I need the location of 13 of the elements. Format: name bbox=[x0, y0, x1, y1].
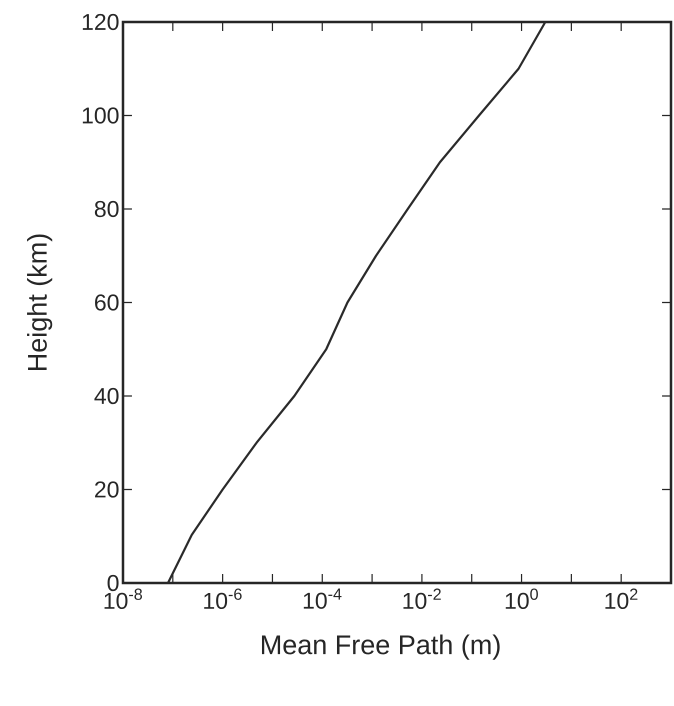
y-tick-label: 40 bbox=[94, 388, 119, 404]
y-tick-label: 80 bbox=[94, 200, 119, 218]
x-tick-label: 10$^{-2}$ bbox=[403, 588, 441, 610]
x-tick-label: 10$^{-6}$ bbox=[204, 588, 242, 610]
x-axis-title: Mean Free Path (m) bbox=[262, 634, 500, 660]
y-tick-label: 60 bbox=[95, 294, 119, 311]
x-tick-label: 10$^{-4}$ bbox=[304, 588, 342, 609]
y-tick-label: 100 bbox=[82, 107, 119, 124]
y-tick-label: 20 bbox=[95, 481, 119, 498]
x-tick-label: 10$^{0}$ bbox=[506, 588, 538, 610]
y-axis-title: Height (km) bbox=[27, 234, 52, 370]
x-tick-label: 10$^{2}$ bbox=[605, 588, 638, 610]
y-tick-label: 120 bbox=[82, 14, 119, 30]
